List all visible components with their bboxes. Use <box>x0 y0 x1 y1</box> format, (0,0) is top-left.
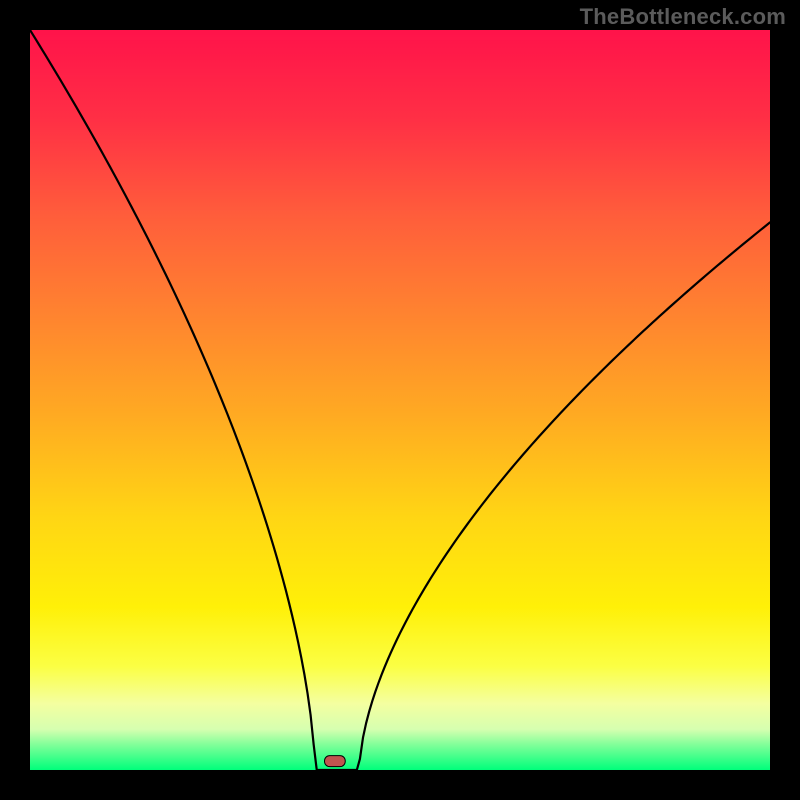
bottleneck-chart <box>0 0 800 800</box>
chart-container: { "meta": { "width": 800, "height": 800,… <box>0 0 800 800</box>
watermark-label: TheBottleneck.com <box>580 4 786 30</box>
